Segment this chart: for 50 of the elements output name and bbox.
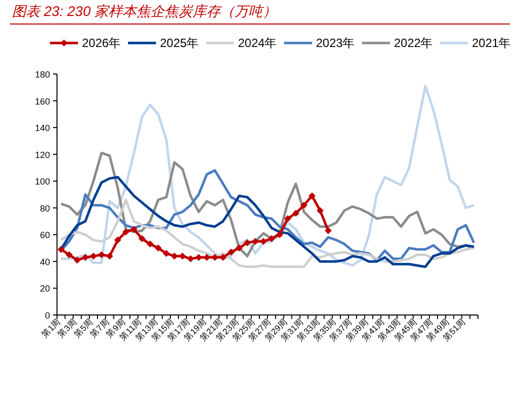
y-tick-label: 160 [34, 96, 50, 106]
line-series [60, 84, 476, 267]
point [106, 252, 114, 260]
y-tick-label: 0 [44, 310, 50, 320]
point [66, 251, 73, 258]
point [90, 252, 97, 260]
legend-label: 2022年 [394, 36, 433, 50]
point [252, 238, 259, 245]
point [114, 236, 122, 244]
y-tick-label: 20 [40, 284, 50, 294]
point [276, 231, 284, 238]
point [82, 254, 89, 261]
point [138, 235, 146, 242]
point [236, 244, 243, 252]
point [187, 255, 194, 262]
legend-label: 2025年 [160, 36, 199, 50]
y-tick-label: 180 [34, 70, 50, 80]
point [195, 254, 202, 261]
point [146, 240, 154, 248]
point [203, 254, 210, 261]
point [98, 251, 106, 258]
point [162, 250, 170, 257]
y-tick-label: 40 [40, 256, 50, 267]
line-series [60, 198, 476, 268]
chart-title: 图表 23: 230 家样本焦企焦炭库存（万吨） [12, 3, 276, 19]
point [58, 246, 65, 253]
point [292, 210, 300, 217]
point [284, 215, 292, 222]
point [170, 252, 178, 260]
legend-label: 2024年 [238, 36, 277, 50]
point [154, 244, 162, 252]
y-tick-label: 140 [34, 123, 50, 134]
y-tick-label: 100 [34, 176, 50, 187]
point [122, 228, 130, 236]
point [74, 256, 81, 264]
y-tick-label: 60 [40, 230, 50, 240]
point [130, 226, 138, 233]
point [268, 235, 276, 242]
y-tick-label: 80 [40, 203, 50, 214]
point [228, 248, 235, 256]
legend-label: 2021年 [472, 36, 511, 50]
point [316, 207, 324, 214]
point [211, 254, 218, 261]
y-tick-label: 120 [34, 150, 50, 160]
point [300, 202, 308, 209]
point [244, 239, 251, 246]
point [324, 227, 332, 234]
legend-label: 2026年 [82, 36, 121, 50]
point [308, 192, 316, 200]
legend-label: 2023年 [316, 36, 355, 50]
